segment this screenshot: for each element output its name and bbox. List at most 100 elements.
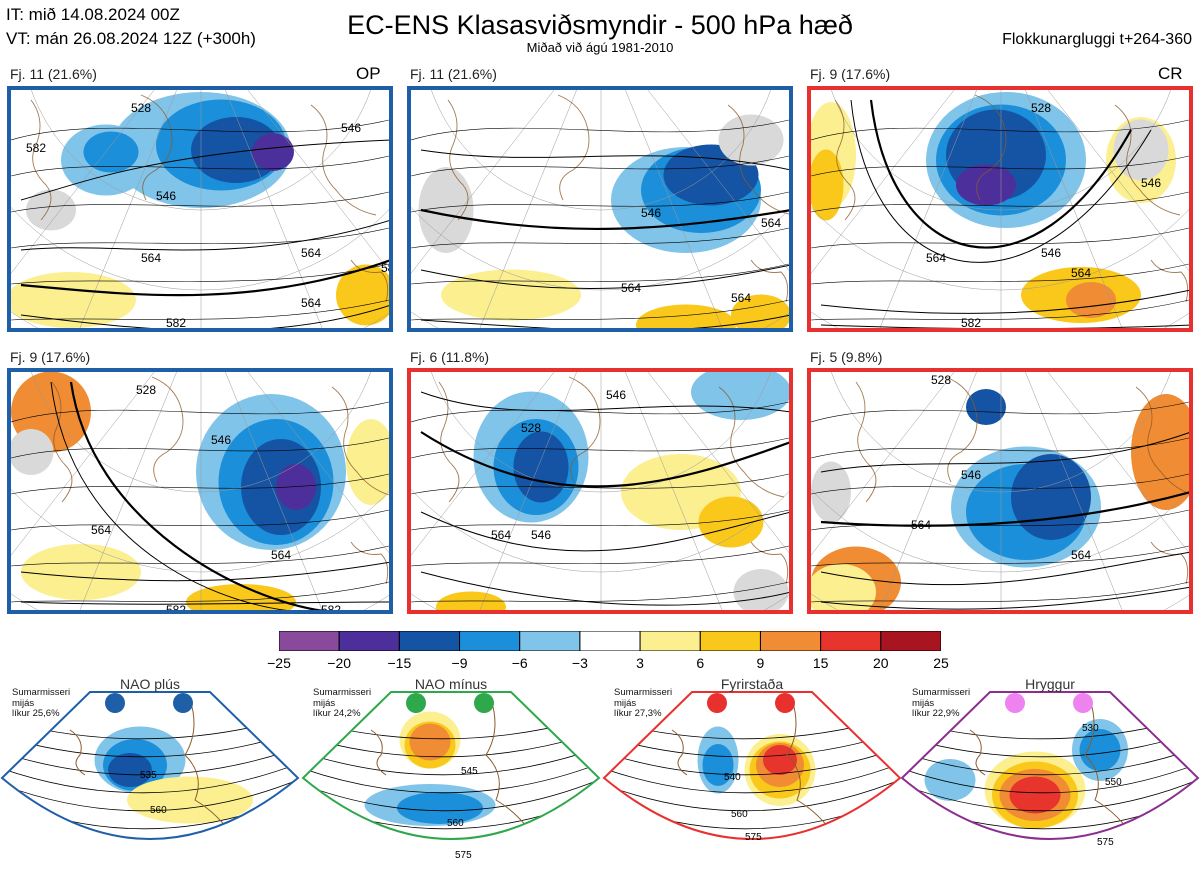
colorbar-tick-label: 20 <box>873 655 889 671</box>
regime-fan-map: 535 560 <box>0 691 300 840</box>
contour-label: 546 <box>641 206 661 220</box>
colorbar-swatch <box>579 630 641 652</box>
contour-label: 528 <box>931 373 951 387</box>
regime-fan-map: 540 560 575 <box>602 691 902 843</box>
colorbar-tick-label: 25 <box>933 655 949 671</box>
regime-stat-prob: líkur 24,2% <box>313 708 361 719</box>
regime-fan-map: 545 560 575 <box>301 691 601 861</box>
regime-stats: Sumarmisseri mijás líkur 24,2% <box>313 687 372 720</box>
colorbar-tick-label: 6 <box>696 655 705 671</box>
page-subtitle: Miðað við ágú 1981-2010 <box>526 40 674 55</box>
contour-label: 564 <box>1071 548 1091 562</box>
page-title: EC-ENS Klasasviðsmyndir - 500 hPa hæð <box>347 10 853 40</box>
panel-3-label: Fj. 9 (17.6%) <box>810 66 891 82</box>
regime-name: Hryggur <box>1025 676 1075 692</box>
regime-contour-label: 540 <box>724 772 741 783</box>
contour-label: 564 <box>911 518 931 532</box>
contour-label: 528 <box>521 421 541 435</box>
regime-stats: Sumarmisseri mijás líkur 27,3% <box>614 687 673 720</box>
panel-1-label: Fj. 11 (21.6%) <box>10 66 97 82</box>
regime-marker-dot <box>173 693 193 713</box>
regime-marker-dot <box>1005 693 1025 713</box>
contour-label: 582 <box>166 603 186 610</box>
regime-contour-label: 575 <box>1097 837 1114 848</box>
colorbar-tick-label: −3 <box>571 655 588 671</box>
colorbar-tick-label: 3 <box>636 655 644 671</box>
colorbar-swatch <box>759 630 822 652</box>
regime-stat-season: Sumarmisseri <box>313 687 372 698</box>
contour-label: 582 <box>166 316 186 328</box>
contour-label: 564 <box>301 246 321 260</box>
regime-marker-dot <box>775 693 795 713</box>
contour-label: 564 <box>491 528 511 542</box>
contour-label: 582 <box>1101 608 1121 610</box>
cluster-map-panel-1: 528 546 546 564 564 564 582 582 582 <box>7 86 393 332</box>
init-time: IT: mið 14.08.2024 00Z <box>6 5 180 24</box>
regime-stat-mean: mijás <box>912 697 935 709</box>
regime-contour-label: 535 <box>140 770 157 781</box>
contour-label: 546 <box>606 388 626 402</box>
colorbar-tick-label: −15 <box>387 655 412 671</box>
regime-stat-season: Sumarmisseri <box>12 687 71 698</box>
regime-stats: Sumarmisseri mijás líkur 22,9% <box>912 687 971 720</box>
panel-4-label: Fj. 9 (17.6%) <box>10 349 91 365</box>
regime-marker-dot <box>105 693 125 713</box>
regime-contour-label: 575 <box>455 850 472 861</box>
regime-name: Fyrirstaða <box>720 676 784 692</box>
contour-label: 564 <box>1071 266 1091 280</box>
contour-label: 546 <box>341 121 361 135</box>
colorbar-tick-label: −20 <box>327 655 352 671</box>
cluster-map-panel-5: 528 546 546 564 582 <box>407 368 793 614</box>
regime-stat-prob: líkur 27,3% <box>614 708 662 719</box>
contour-label: 582 <box>381 261 389 275</box>
regime-stat-season: Sumarmisseri <box>912 687 971 698</box>
cluster-map-panel-3: 528 546 546 564 564 582 <box>807 86 1193 332</box>
contour-label: 546 <box>1041 246 1061 260</box>
colorbar-swatch <box>639 630 701 652</box>
contour-label: 546 <box>961 468 981 482</box>
regime-marker-dot <box>474 693 494 713</box>
valid-time: VT: mán 26.08.2024 12Z (+300h) <box>6 29 256 48</box>
regime-stat-mean: mijás <box>614 697 637 709</box>
regime-stats: Sumarmisseri mijás líkur 25,6% <box>12 687 71 720</box>
anomaly-colorbar <box>278 630 942 652</box>
regime-stat-mean: mijás <box>12 697 35 709</box>
colorbar-swatch <box>398 630 461 652</box>
regime-contour-label: 560 <box>447 818 464 829</box>
contour-label: 564 <box>141 251 161 265</box>
classification-window: Flokkunargluggi t+264-360 <box>1002 31 1192 48</box>
regime-contour-label: 560 <box>731 809 748 820</box>
regime-contour-label: 560 <box>150 805 167 816</box>
colorbar-swatch <box>338 630 400 652</box>
regime-stat-mean: mijás <box>313 697 336 709</box>
contour-label: 528 <box>131 101 151 115</box>
contour-label: 582 <box>711 608 731 610</box>
regime-name: NAO mínus <box>414 676 488 692</box>
contour-label: 564 <box>761 216 781 230</box>
colorbar-tick-label: 9 <box>756 655 765 671</box>
contour-label: 582 <box>321 603 341 610</box>
colorbar-swatch <box>519 630 581 652</box>
contour-label: 564 <box>91 523 111 537</box>
contour-label: 546 <box>156 189 176 203</box>
regime-stat-season: Sumarmisseri <box>614 687 673 698</box>
contour-label: 582 <box>961 316 981 328</box>
cluster-map-panel-6: 528 546 564 564 582 <box>807 368 1193 614</box>
contour-label: 546 <box>211 433 231 447</box>
colorbar-tick-label: −9 <box>451 655 468 671</box>
panel-1-tag: OP <box>356 64 381 83</box>
colorbar-swatch <box>699 630 761 652</box>
colorbar-tick-label: −25 <box>267 655 291 671</box>
colorbar-swatch <box>880 630 942 652</box>
regime-contour-label: 545 <box>461 766 478 777</box>
panel-3-tag: CR <box>1158 64 1183 83</box>
contour-label: 546 <box>531 528 551 542</box>
regime-stat-prob: líkur 25,6% <box>12 708 60 719</box>
colorbar-swatch <box>459 630 521 652</box>
cluster-map-panel-2: 546564564564582582 <box>407 86 793 332</box>
contour-label: 564 <box>271 548 291 562</box>
colorbar-tick-label: 15 <box>812 655 829 671</box>
cluster-map-panel-4: 528 546 564 564 582 582 <box>7 368 393 614</box>
contour-label: 564 <box>301 296 321 310</box>
panel-2-label: Fj. 11 (21.6%) <box>410 66 497 82</box>
